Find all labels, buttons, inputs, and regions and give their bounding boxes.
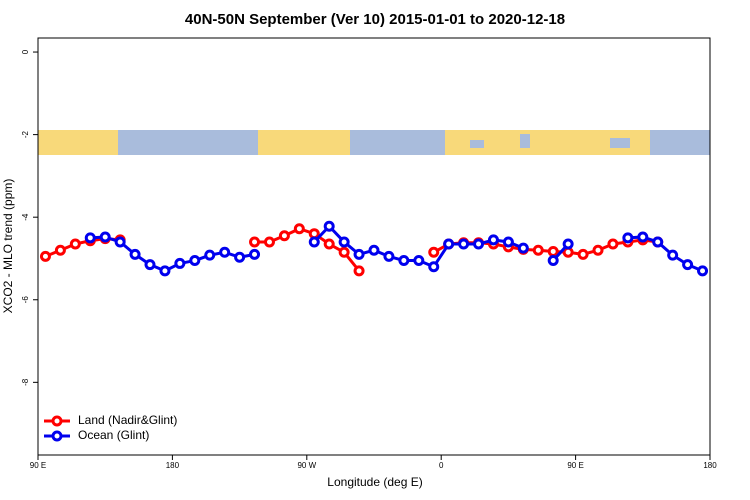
series-point	[189, 255, 201, 267]
series-point	[547, 255, 559, 267]
series-point	[114, 236, 126, 248]
series-point	[249, 248, 261, 260]
series-point	[54, 244, 66, 256]
legend-marker	[51, 430, 63, 442]
series-point	[547, 245, 559, 257]
series-point	[487, 234, 499, 246]
series-point	[39, 250, 51, 262]
chart-title: 40N-50N September (Ver 10) 2015-01-01 to…	[185, 11, 565, 28]
series-point	[308, 236, 320, 248]
series-point	[129, 248, 141, 260]
plot-frame	[37, 37, 711, 456]
series-point	[443, 238, 455, 250]
series-point	[428, 261, 440, 273]
series-point	[204, 249, 216, 261]
y-tick-label: -2	[21, 131, 30, 139]
series-point	[592, 244, 604, 256]
series-point	[458, 238, 470, 250]
series-point	[323, 220, 335, 232]
series-point	[234, 251, 246, 263]
series-point	[637, 231, 649, 243]
series-point	[428, 246, 440, 258]
series-point	[517, 242, 529, 254]
legend-label: Land (Nadir&Glint)	[78, 413, 177, 427]
x-axis-label: Longitude (deg E)	[327, 475, 422, 489]
series-point	[278, 230, 290, 242]
series-point	[338, 236, 350, 248]
series-point	[607, 238, 619, 250]
series-point	[562, 238, 574, 250]
series-point	[682, 259, 694, 271]
series-point	[473, 238, 485, 250]
y-axis-label: XCO2 - MLO trend (ppm)	[1, 179, 15, 314]
series-point	[159, 265, 171, 277]
series-point	[99, 231, 111, 243]
series-point	[368, 244, 380, 256]
legend-label: Ocean (Glint)	[78, 428, 149, 442]
series-point	[697, 265, 709, 277]
series-point	[338, 246, 350, 258]
series-point	[219, 246, 231, 258]
series-point	[667, 249, 679, 261]
series-point	[293, 223, 305, 235]
series-point	[577, 248, 589, 260]
series-point	[144, 259, 156, 271]
series-point	[532, 244, 544, 256]
series-point	[413, 255, 425, 267]
series-point	[383, 250, 395, 262]
x-tick-label: 0	[439, 461, 444, 470]
x-tick-label: 90 W	[297, 461, 316, 470]
series-point	[622, 232, 634, 244]
series-point	[502, 236, 514, 248]
series-point	[323, 238, 335, 250]
series-point	[249, 236, 261, 248]
series-point	[263, 236, 275, 248]
y-tick-label: -6	[21, 296, 30, 304]
y-tick-label: 0	[21, 49, 30, 54]
series-point	[174, 257, 186, 269]
x-tick-label: 90 E	[30, 461, 46, 470]
series-point	[353, 265, 365, 277]
series-point	[69, 238, 81, 250]
x-tick-label: 90 E	[567, 461, 583, 470]
x-tick-label: 180	[703, 461, 717, 470]
series-point	[84, 232, 96, 244]
legend-marker	[51, 415, 63, 427]
series-point	[398, 255, 410, 267]
y-tick-label: -8	[21, 378, 30, 386]
y-tick-label: -4	[21, 213, 30, 221]
map-strip	[38, 130, 710, 155]
series-point	[652, 236, 664, 248]
x-tick-label: 180	[166, 461, 180, 470]
series-point	[353, 248, 365, 260]
